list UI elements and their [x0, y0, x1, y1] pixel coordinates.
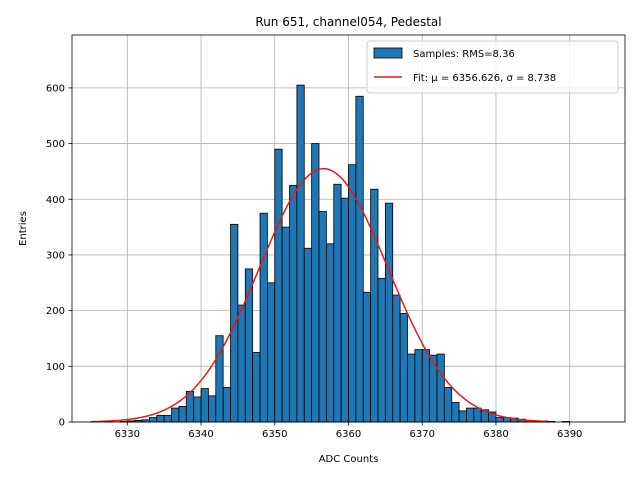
histogram-bar [362, 291, 372, 423]
histogram-bar [266, 282, 276, 423]
x-tick-label: 6380 [483, 429, 508, 440]
y-tick-label: 400 [46, 195, 65, 206]
fit-curve-layer [90, 167, 548, 423]
histogram-bar [355, 95, 364, 423]
histogram-bar [370, 188, 379, 423]
histogram-bar [156, 414, 165, 423]
y-tick-label: 0 [59, 418, 65, 429]
legend-fit-label: Fit: μ = 6356.626, σ = 8.738 [413, 73, 556, 84]
histogram-bar [466, 407, 475, 423]
y-tick-label: 600 [46, 83, 65, 94]
gaussian-fit-curve [90, 167, 548, 423]
histogram-bar [237, 304, 246, 423]
histogram-bar [443, 387, 453, 423]
histogram-bar [185, 390, 195, 423]
legend-samples-swatch [373, 47, 403, 59]
histogram-bar [495, 417, 504, 423]
histogram-bar [200, 388, 209, 423]
histogram-bar [458, 410, 467, 423]
chart-title: Run 651, channel054, Pedestal [255, 15, 441, 29]
y-axis: 0 100 200 300 400 500 600 [46, 83, 72, 429]
x-tick-label: 6390 [557, 429, 582, 440]
histogram-bar [230, 223, 239, 423]
legend-box [366, 40, 619, 94]
histogram-bar [311, 143, 320, 423]
histogram-bar [318, 211, 327, 423]
histogram-bar [208, 395, 217, 423]
histogram-bar [303, 247, 313, 423]
histogram-bar [259, 212, 268, 423]
histogram-bar [407, 353, 416, 423]
x-tick-label: 6360 [336, 429, 361, 440]
x-axis: 6330 6340 6350 6360 6370 6380 6390 [115, 422, 582, 440]
histogram-bar [473, 407, 482, 423]
histogram-bar [436, 353, 445, 423]
histogram-bar [348, 164, 357, 423]
histogram-bar [399, 313, 408, 423]
x-tick-label: 6350 [262, 429, 287, 440]
x-tick-label: 6340 [188, 429, 213, 440]
histogram-bar [222, 387, 231, 423]
histogram-bar [451, 402, 460, 423]
x-axis-label: ADC Counts [319, 454, 379, 465]
histogram-bar [325, 243, 335, 423]
histogram-bar [178, 406, 187, 423]
histogram-bar [274, 148, 283, 423]
histogram-bar [340, 197, 349, 423]
legend: Samples: RMS=8.36 Fit: μ = 6356.626, σ =… [366, 40, 619, 94]
histogram-bar [392, 294, 401, 423]
y-axis-label: Entries [18, 211, 29, 246]
histogram-bar [149, 417, 158, 423]
y-tick-label: 200 [46, 306, 65, 317]
histogram-bar [193, 396, 202, 423]
legend-samples-label: Samples: RMS=8.36 [413, 49, 515, 60]
y-tick-label: 300 [46, 250, 65, 261]
histogram-bar [414, 349, 423, 423]
histogram-bar [289, 184, 298, 423]
histogram-bar [296, 84, 305, 423]
y-tick-label: 500 [46, 139, 65, 150]
y-tick-label: 100 [46, 362, 65, 373]
histogram-bar [252, 351, 261, 423]
histogram-bars [104, 84, 571, 423]
histogram-bar [163, 414, 172, 423]
histogram-bar [384, 202, 394, 423]
histogram-bar [333, 183, 342, 423]
x-tick-label: 6370 [410, 429, 435, 440]
histogram-bar [171, 407, 180, 423]
histogram-bar [421, 349, 431, 423]
histogram-bar [281, 226, 290, 423]
x-tick-label: 6330 [115, 429, 140, 440]
histogram-bar [377, 277, 386, 423]
